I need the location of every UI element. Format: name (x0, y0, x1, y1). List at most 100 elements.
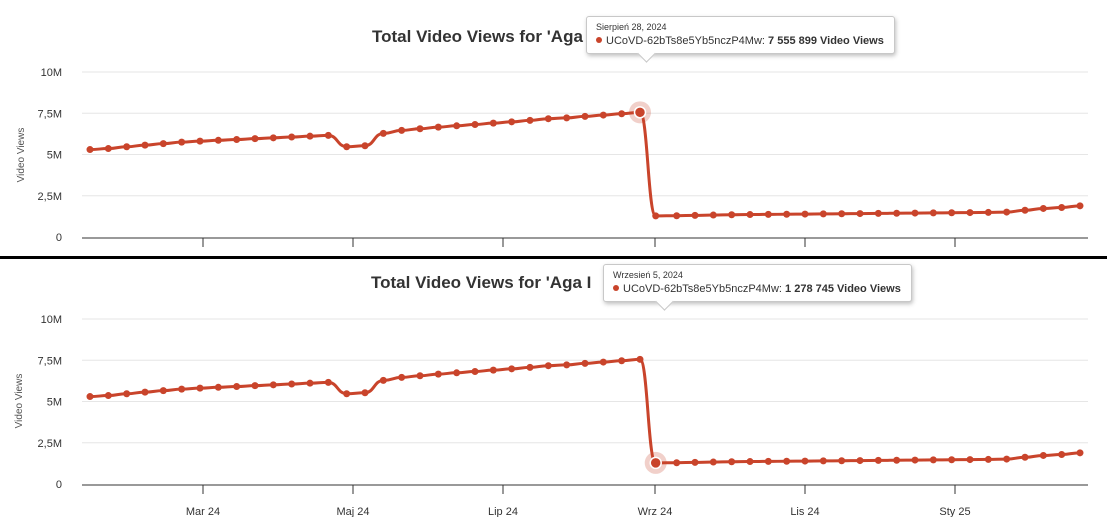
tooltip-series: UCoVD-62bTs8e5Yb5nczP4Mw: (623, 283, 782, 295)
data-point (652, 212, 660, 220)
data-point (1039, 451, 1047, 459)
tooltip-series: UCoVD-62bTs8e5Yb5nczP4Mw: (606, 35, 765, 47)
data-point (269, 134, 277, 142)
data-point (306, 132, 314, 140)
data-point (269, 381, 277, 389)
data-point (306, 379, 314, 387)
x-tick-label: Maj 24 (336, 506, 369, 517)
y-tick-label: 5M (47, 150, 62, 162)
data-point (746, 211, 754, 219)
data-point (471, 367, 479, 375)
data-point (159, 387, 167, 395)
data-point (599, 111, 607, 119)
data-point (123, 390, 131, 398)
data-point (911, 209, 919, 217)
data-point (618, 110, 626, 118)
data-point (214, 136, 222, 144)
data-point (581, 112, 589, 120)
data-point (728, 211, 736, 219)
data-point (984, 208, 992, 216)
y-tick-label: 7,5M (38, 108, 62, 120)
y-tick-label: 10M (41, 67, 62, 79)
data-point (746, 458, 754, 466)
data-point (361, 389, 369, 397)
data-point (783, 457, 791, 465)
line-chart-bottom: 0 2,5M 5M 7,5M 10M Video Views Total Video Vie… (14, 273, 1088, 517)
data-point (893, 456, 901, 464)
x-tick-label: Sty 25 (939, 506, 970, 517)
data-point (141, 388, 149, 396)
data-point (618, 357, 626, 365)
data-point (361, 142, 369, 150)
data-point (398, 126, 406, 134)
series-line (89, 110, 1081, 218)
data-point (893, 209, 901, 217)
data-point (104, 392, 112, 400)
chart-title: Total Video Views for 'Aga I (371, 273, 591, 292)
x-tick-label: Wrz 24 (638, 506, 673, 517)
data-point (691, 211, 699, 219)
data-point (691, 458, 699, 466)
data-point (123, 143, 131, 151)
y-axis-label: Video Views (16, 128, 27, 183)
y-tick-label: 2,5M (38, 438, 62, 450)
data-point (159, 140, 167, 148)
chart-panel-bottom: 0 2,5M 5M 7,5M 10M Video Views Total Video Vie… (0, 259, 1107, 517)
series-dot-icon (613, 285, 619, 291)
data-point (86, 146, 94, 154)
tooltip-date: Sierpień 28, 2024 (596, 22, 667, 32)
data-point (599, 358, 607, 366)
data-point (673, 459, 681, 467)
data-point (764, 210, 772, 218)
data-point (819, 210, 827, 218)
data-point (379, 129, 387, 137)
data-point (379, 376, 387, 384)
data-point (764, 457, 772, 465)
data-point (1039, 204, 1047, 212)
data-point (1003, 208, 1011, 216)
data-point (544, 362, 552, 370)
data-point (1076, 449, 1084, 457)
data-point (783, 210, 791, 218)
data-point (196, 384, 204, 392)
data-point (649, 456, 662, 470)
tooltip-bottom: Wrzesień 5, 2024 UCoVD-62bTs8e5Yb5nczP4M… (603, 264, 912, 311)
data-point (966, 456, 974, 464)
data-point (673, 212, 681, 220)
x-tick-label: Mar 24 (186, 506, 220, 517)
data-point (819, 457, 827, 465)
data-point (838, 457, 846, 465)
data-point (489, 119, 497, 127)
data-point (801, 210, 809, 218)
data-point (1058, 203, 1066, 211)
data-point (1003, 455, 1011, 463)
y-tick-label: 0 (56, 232, 62, 244)
y-tick-label: 0 (56, 479, 62, 491)
series-line (89, 357, 1081, 465)
data-point (709, 458, 717, 466)
data-point (1076, 202, 1084, 210)
data-point (471, 120, 479, 128)
data-point (929, 209, 937, 217)
data-point (434, 123, 442, 131)
data-point (948, 209, 956, 217)
data-point (416, 372, 424, 380)
data-point (728, 458, 736, 466)
data-point (288, 380, 296, 388)
data-point (86, 393, 94, 401)
data-point (856, 210, 864, 218)
data-point (526, 116, 534, 124)
line-chart-top: 0 2,5M 5M 7,5M 10M Video Views Total Video Vie… (16, 27, 1088, 247)
tooltip-value: 7 555 899 Video Views (768, 35, 884, 47)
data-point (801, 457, 809, 465)
y-tick-label: 7,5M (38, 355, 62, 367)
data-point (1021, 453, 1029, 461)
data-point (563, 361, 571, 369)
panel-divider (0, 256, 1107, 259)
data-point (416, 125, 424, 133)
data-point (856, 457, 864, 465)
tooltip-date: Wrzesień 5, 2024 (613, 270, 683, 280)
y-axis-label: Video Views (14, 374, 25, 429)
series-dot-icon (596, 37, 602, 43)
data-point (453, 369, 461, 377)
